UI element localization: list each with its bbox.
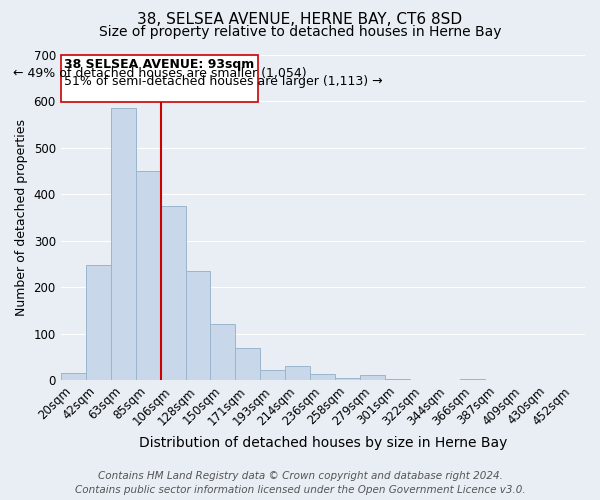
Bar	[61, 373, 86, 380]
Text: 38, SELSEA AVENUE, HERNE BAY, CT6 8SD: 38, SELSEA AVENUE, HERNE BAY, CT6 8SD	[137, 12, 463, 28]
Bar	[185, 271, 211, 380]
X-axis label: Distribution of detached houses by size in Herne Bay: Distribution of detached houses by size …	[139, 436, 507, 450]
Text: 38 SELSEA AVENUE: 93sqm: 38 SELSEA AVENUE: 93sqm	[64, 58, 254, 71]
Bar	[235, 348, 260, 380]
Bar	[136, 171, 161, 380]
Bar	[260, 370, 286, 380]
Bar	[360, 376, 385, 380]
Bar	[286, 366, 310, 380]
Text: Size of property relative to detached houses in Herne Bay: Size of property relative to detached ho…	[99, 25, 501, 39]
Text: 51% of semi-detached houses are larger (1,113) →: 51% of semi-detached houses are larger (…	[64, 75, 382, 88]
Bar	[310, 374, 335, 380]
Y-axis label: Number of detached properties: Number of detached properties	[15, 119, 28, 316]
Bar	[211, 324, 235, 380]
FancyBboxPatch shape	[61, 55, 258, 102]
Bar	[460, 378, 485, 380]
Bar	[335, 378, 360, 380]
Text: ← 49% of detached houses are smaller (1,054): ← 49% of detached houses are smaller (1,…	[13, 66, 307, 80]
Bar	[86, 265, 110, 380]
Bar	[110, 108, 136, 380]
Text: Contains HM Land Registry data © Crown copyright and database right 2024.
Contai: Contains HM Land Registry data © Crown c…	[74, 471, 526, 495]
Bar	[161, 206, 185, 380]
Bar	[385, 379, 410, 380]
